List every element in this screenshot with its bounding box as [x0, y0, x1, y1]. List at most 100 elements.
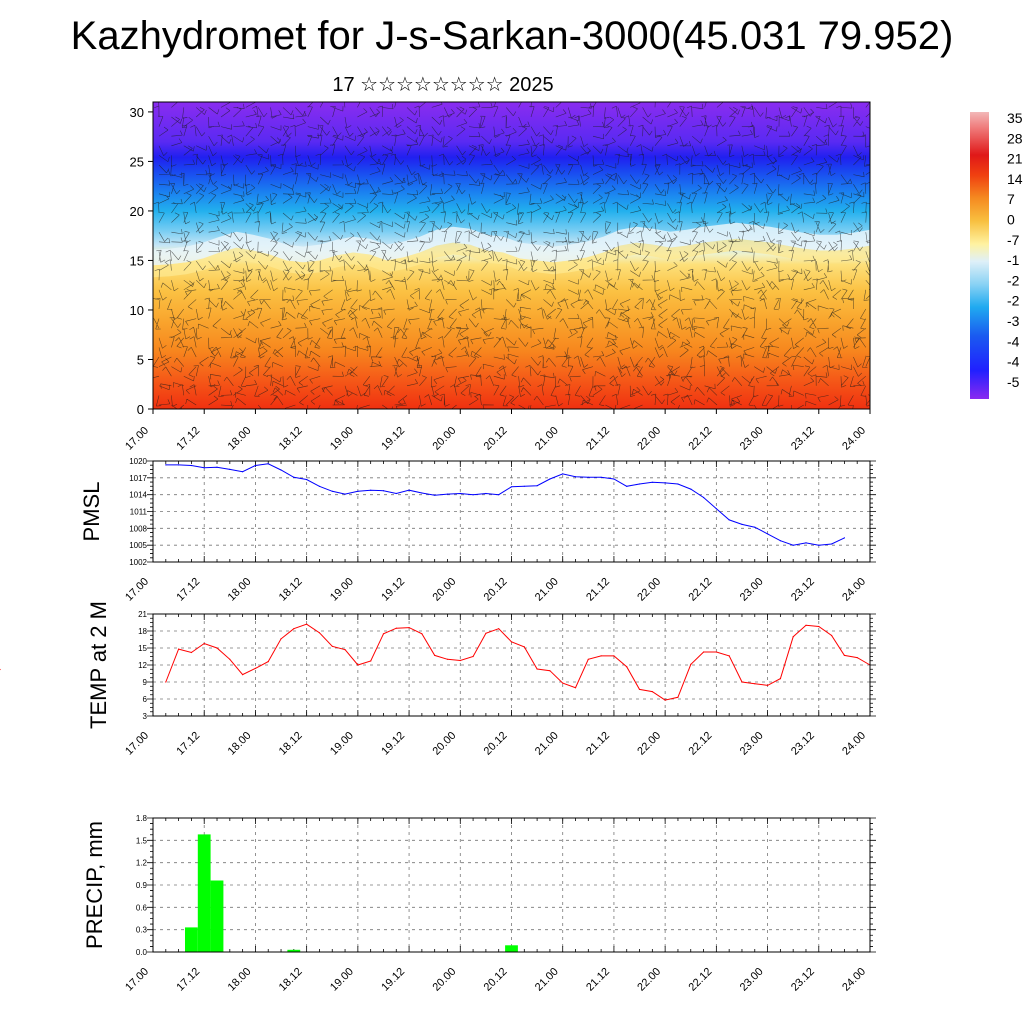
xtick-label: 19.12 [379, 966, 407, 994]
colorbar-label: 28 [1007, 130, 1023, 146]
data-point [754, 683, 756, 685]
ytick-label: 1014 [129, 491, 147, 500]
data-point [843, 537, 846, 539]
data-point [728, 655, 730, 657]
page-title: Kazhydromet for J-s-Sarkan-3000(45.031 7… [70, 14, 954, 58]
data-point [613, 655, 615, 657]
data-point [434, 494, 436, 496]
heat-xtick-label: 20.00 [430, 425, 458, 453]
data-point [510, 486, 513, 488]
heat-xtick-label: 17.12 [174, 425, 202, 453]
data-point [382, 633, 385, 635]
data-point [293, 628, 295, 630]
xtick-label: 17.12 [174, 966, 202, 994]
data-point [741, 681, 743, 683]
ytick-label: 6 [143, 695, 148, 704]
data-point [216, 466, 218, 468]
ytick-label: 9 [143, 678, 148, 687]
data-point [395, 627, 397, 629]
y-axis-label: TEMP at 2 M [86, 601, 111, 729]
data-point [318, 632, 320, 634]
data-point [421, 633, 423, 635]
xtick-label: 23.12 [789, 730, 817, 758]
precipitation-panel: 0.0 0.3 0.6 0.9 1.2 1.5 1.8 17.00 17.12 18.00 18.1… [82, 814, 876, 994]
data-point [408, 627, 410, 629]
data-point [728, 519, 730, 521]
data-point [741, 523, 743, 526]
data-point [715, 651, 718, 653]
ytick-label: 1008 [129, 524, 147, 533]
data-point [459, 659, 461, 662]
colorbar-label: -4 [1007, 354, 1020, 370]
xtick-label: 20.00 [430, 576, 458, 604]
heat-xtick-label: 23.00 [738, 425, 766, 453]
data-point [165, 681, 167, 683]
data-point [523, 646, 525, 648]
data-point [677, 696, 679, 698]
data-point [203, 467, 205, 469]
series-line [165, 623, 871, 701]
page-subtitle: 17 ☆☆☆☆☆☆☆☆ 2025 [332, 74, 554, 96]
data-point [318, 485, 320, 487]
data-point [446, 493, 449, 495]
y-axis-label: PRECIP, mm [82, 821, 107, 949]
series-line [165, 463, 845, 546]
data-point [370, 660, 372, 662]
precip-bar [287, 949, 301, 952]
data-point [626, 666, 628, 668]
ytick-label: 1017 [129, 474, 147, 483]
data-point [600, 655, 602, 657]
xtick-label: 17.00 [123, 730, 151, 758]
data-point [254, 464, 256, 467]
data-point [190, 651, 192, 654]
data-point [792, 636, 794, 638]
xtick-label: 23.00 [738, 966, 766, 994]
ytick-label: 12 [138, 661, 147, 670]
ytick-label: 0.6 [136, 903, 148, 912]
xtick-label: 19.00 [328, 730, 356, 758]
data-point [242, 471, 244, 473]
xtick-label: 24.00 [840, 576, 868, 604]
heat-ytick-label: 10 [130, 303, 144, 318]
panel-frame [152, 613, 871, 717]
data-point [664, 699, 666, 701]
data-point [229, 468, 231, 470]
data-point [549, 670, 551, 672]
colorbar-label: -2 [1007, 293, 1020, 309]
xtick-label: 18.00 [226, 730, 254, 758]
heat-ytick-label: 5 [137, 352, 144, 367]
ytick-label: 1020 [129, 457, 147, 466]
data-point [843, 654, 846, 657]
colorbar-label: 0 [1007, 212, 1015, 228]
ytick-label: 1011 [130, 508, 148, 517]
data-point [715, 508, 718, 510]
panel-frame [152, 460, 871, 563]
heat-ytick-label: 0 [137, 402, 144, 417]
data-point [587, 658, 589, 660]
data-point [754, 526, 756, 528]
xtick-label: 21.00 [533, 966, 561, 994]
data-point [254, 667, 256, 670]
xtick-label: 20.00 [430, 730, 458, 758]
precip-bar [505, 945, 518, 952]
data-point [382, 490, 385, 492]
data-point [805, 624, 807, 626]
data-point [805, 542, 807, 544]
ytick-label: 1005 [129, 541, 147, 550]
data-point [600, 476, 602, 478]
data-point [178, 464, 180, 466]
xtick-label: 21.12 [584, 966, 612, 994]
data-point [856, 657, 858, 659]
heat-xtick-label: 24.00 [840, 425, 868, 453]
colorbar-label: -2 [1007, 272, 1020, 288]
xtick-label: 23.00 [738, 576, 766, 604]
data-point [562, 473, 564, 475]
data-point [792, 544, 794, 546]
data-point [574, 476, 577, 478]
ytick-label: 1.2 [136, 859, 148, 868]
data-point [344, 649, 346, 651]
xtick-label: 19.00 [328, 576, 356, 604]
ytick-label: 21 [138, 610, 147, 619]
heat-xtick-label: 18.12 [277, 425, 305, 453]
